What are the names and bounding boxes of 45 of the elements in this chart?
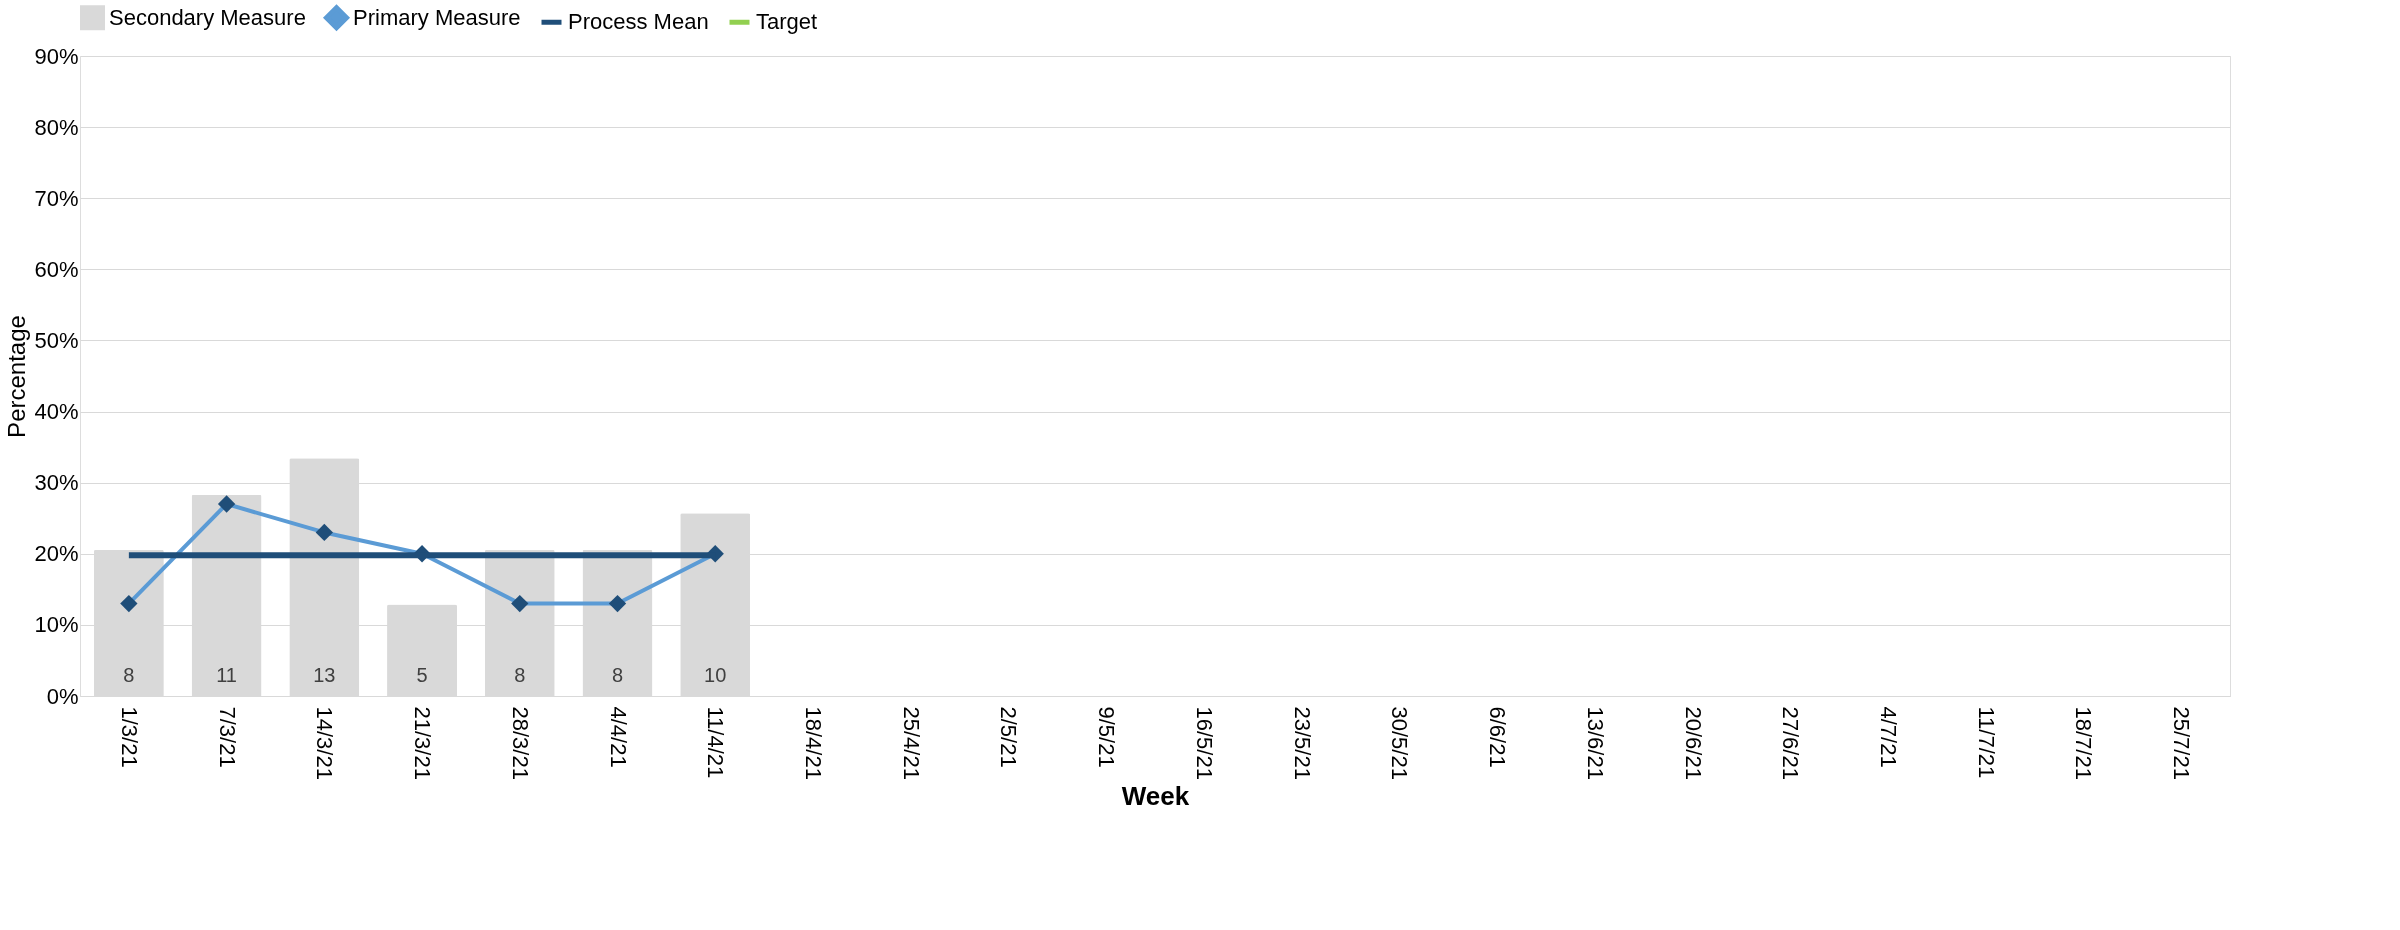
y-tick-label: 40% [34,399,79,425]
y-tick-label: 0% [46,683,79,709]
y-tick-label: 70% [34,185,79,211]
x-tick-label: 16/5/21 [1191,706,1217,780]
y-tick-label: 80% [34,114,79,140]
legend-label: Target [756,9,818,35]
data-label: 11 [216,664,237,686]
x-tick-label: 2/5/21 [996,706,1022,768]
y-tick-label: 20% [34,541,79,567]
y-tick-label: 50% [34,327,79,353]
y-tick-label: 60% [34,256,79,282]
x-tick-label: 11/7/21 [1973,706,1999,779]
x-tick-label: 11/4/21 [703,706,729,779]
x-tick-label: 18/4/21 [800,706,826,780]
x-tick-label: 20/6/21 [1680,706,1706,780]
x-tick-label: 21/3/21 [410,706,436,780]
x-tick-label: 18/7/21 [2071,706,2097,780]
x-tick-label: 9/5/21 [1094,706,1120,768]
legend-label: Primary Measure [353,4,521,30]
x-tick-label: 6/6/21 [1485,706,1511,768]
data-label: 8 [123,664,135,686]
x-tick-label: 28/3/21 [507,706,533,780]
y-tick-label: 10% [34,612,79,638]
legend-label: Secondary Measure [109,4,306,30]
x-tick-label: 1/3/21 [116,706,142,768]
x-tick-label: 23/5/21 [1289,706,1315,780]
y-tick-label: 90% [34,43,79,69]
y-axis-title: Percentage [3,315,31,438]
x-tick-label: 30/5/21 [1387,706,1413,780]
x-tick-label: 25/7/21 [2169,706,2195,780]
x-tick-label: 7/3/21 [214,706,240,768]
x-tick-label: 4/4/21 [605,706,631,768]
data-label: 8 [611,664,624,686]
x-tick-label: 14/3/21 [312,706,338,780]
legend-label: Process Mean [568,9,709,35]
data-label: 8 [514,664,526,686]
x-axis-title: Week [1121,780,1190,811]
x-tick-label: 25/4/21 [898,706,924,780]
x-tick-label: 13/6/21 [1582,706,1608,780]
y-tick-label: 30% [34,470,79,496]
data-label: 10 [704,664,727,686]
x-tick-label: 4/7/21 [1875,706,1901,768]
data-label: 5 [416,664,428,686]
x-tick-label: 27/6/21 [1778,706,1804,780]
data-label: 13 [313,664,336,686]
